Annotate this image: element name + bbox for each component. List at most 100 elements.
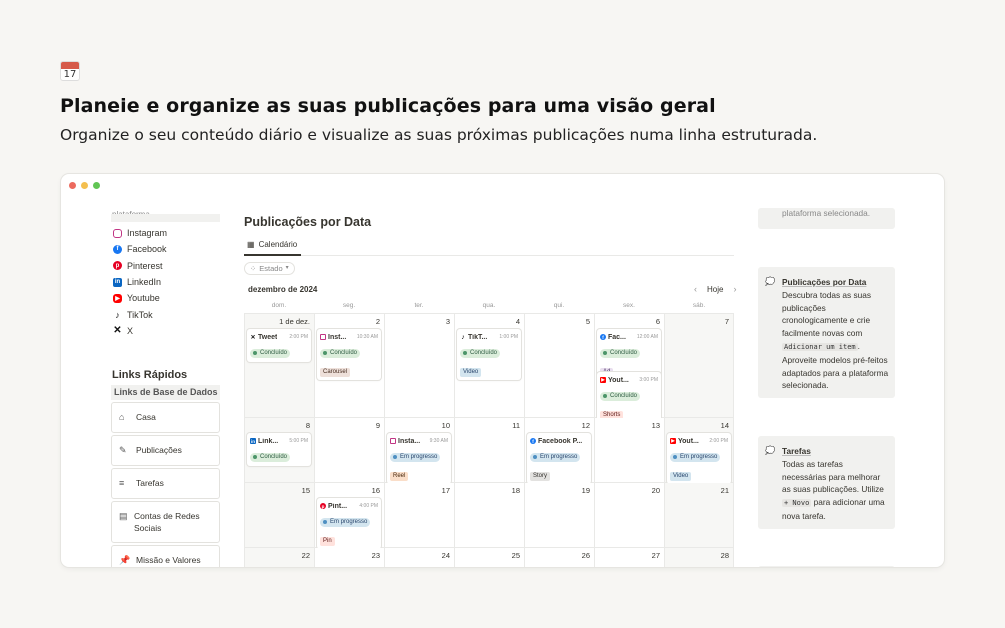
- calendar-day[interactable]: 16 p Pint... 4:00 PM Em progresso Pin: [314, 483, 384, 549]
- calendar-day[interactable]: 22: [244, 548, 314, 567]
- calendar-day[interactable]: 9: [314, 418, 384, 482]
- platform-link-pinterest[interactable]: p Pinterest: [113, 258, 167, 274]
- window-minimize-dot[interactable]: [81, 182, 88, 189]
- event-time: 2:00 PM: [289, 334, 308, 340]
- quick-link-casa[interactable]: ⌂ Casa: [111, 402, 220, 433]
- day-number: 20: [651, 486, 660, 495]
- tiktok-icon: ♪: [461, 333, 465, 341]
- event-title: Yout...: [608, 376, 629, 384]
- post-type-tag: Story: [530, 472, 551, 481]
- calendar-day[interactable]: 27: [594, 548, 664, 567]
- window-close-dot[interactable]: [69, 182, 76, 189]
- day-number: 1 de dez.: [279, 317, 310, 326]
- calendar-day[interactable]: 4 ♪ TikT... 1:00 PM Concluído Video: [454, 314, 524, 417]
- callout-text: para adicionar uma nova tarefa.: [782, 497, 885, 521]
- callout-title[interactable]: Tarefas: [782, 446, 811, 456]
- event-time: 9:30 AM: [429, 438, 448, 444]
- weekday-header: dom. seg. ter. qua. qui. sex. sáb.: [244, 300, 734, 314]
- inline-code: + Novo: [782, 499, 812, 508]
- calendar-day[interactable]: 14 ▶ Yout... 2:00 PM Em progresso Video: [664, 418, 734, 484]
- platform-link-tiktok[interactable]: ♪ TikTok: [113, 306, 167, 322]
- x-icon: ✕: [113, 325, 122, 337]
- event-card[interactable]: in Link... 5:00 PM Concluído: [247, 433, 311, 466]
- calendar-day[interactable]: 1 de dez. ✕ Tweet 2:00 PM Concluído: [244, 314, 314, 417]
- callout-text: Todas as tarefas necessárias para melhor…: [782, 458, 884, 495]
- calendar-day[interactable]: 11: [454, 418, 524, 482]
- event-card[interactable]: ▶ Yout... 3:00 PM Concluído Shorts: [597, 372, 661, 423]
- day-number: 10: [441, 421, 450, 430]
- quick-link-label: Publicações: [136, 445, 182, 455]
- calendar-day[interactable]: 20: [594, 483, 664, 547]
- calendar-day[interactable]: 13: [594, 418, 664, 482]
- quick-link-publicacoes[interactable]: ✎ Publicações: [111, 435, 220, 466]
- calendar-day[interactable]: 8 in Link... 5:00 PM Concluído: [244, 418, 314, 482]
- calendar-day[interactable]: 24: [384, 548, 454, 567]
- event-title: Yout...: [678, 437, 699, 445]
- platform-link-instagram[interactable]: Instagram: [113, 225, 167, 241]
- calendar-day[interactable]: 21: [664, 483, 734, 547]
- event-card[interactable]: f Facebook P... Em progresso Story: [527, 433, 591, 484]
- chevron-left-icon[interactable]: ‹: [694, 284, 697, 294]
- page-subheadline: Organize o seu conteúdo diário e visuali…: [60, 126, 818, 144]
- calendar-day[interactable]: 19: [524, 483, 594, 547]
- book-icon: ▤: [119, 511, 128, 521]
- day-number: 4: [515, 317, 520, 326]
- platform-label: Youtube: [127, 293, 160, 304]
- post-type-tag: Video: [670, 472, 692, 481]
- calendar-day[interactable]: 17: [384, 483, 454, 547]
- calendar-title: Publicações por Data: [244, 215, 372, 229]
- calendar-day[interactable]: 25: [454, 548, 524, 567]
- chevron-right-icon[interactable]: ›: [733, 284, 737, 294]
- tab-label: Calendário: [258, 240, 298, 249]
- quick-link-contas[interactable]: ▤ Contas de Redes Sociais: [111, 501, 220, 543]
- today-button[interactable]: Hoje: [707, 284, 724, 294]
- inline-code: Adicionar um item: [782, 342, 858, 351]
- event-card[interactable]: ✕ Tweet 2:00 PM Concluído: [247, 329, 311, 362]
- event-card[interactable]: Insta... 9:30 AM Em progresso Reel: [387, 433, 451, 484]
- quick-link-missao[interactable]: 📌 Missão e Valores: [111, 545, 220, 567]
- quick-link-tarefas[interactable]: ≡ Tarefas: [111, 468, 220, 499]
- day-number: 18: [511, 486, 520, 495]
- weekday-label: seg.: [342, 302, 356, 309]
- calendar-day[interactable]: 3: [384, 314, 454, 417]
- platform-link-linkedin[interactable]: in LinkedIn: [113, 274, 167, 290]
- tab-calendar[interactable]: ▦ Calendário: [247, 240, 297, 249]
- pinterest-icon: p: [320, 503, 326, 509]
- platform-link-facebook[interactable]: f Facebook: [113, 241, 167, 257]
- calendar-day[interactable]: 18: [454, 483, 524, 547]
- status-badge: Concluído: [250, 348, 291, 358]
- platform-link-x[interactable]: ✕ X: [113, 323, 167, 339]
- platform-label: TikTok: [127, 309, 153, 320]
- calendar-day[interactable]: 12 f Facebook P... Em progresso Story: [524, 418, 594, 484]
- callout-bottom-cut: [758, 566, 895, 567]
- cut-off-bar: [111, 214, 220, 222]
- callout-top-cut: [758, 208, 895, 229]
- calendar-day[interactable]: 10 Insta... 9:30 AM Em progresso Reel: [384, 418, 454, 484]
- event-card[interactable]: p Pint... 4:00 PM Em progresso Pin: [317, 498, 381, 549]
- platform-label: Instagram: [127, 228, 168, 239]
- calendar-day[interactable]: 5: [524, 314, 594, 417]
- calendar-day[interactable]: 7: [664, 314, 734, 417]
- event-card[interactable]: ▶ Yout... 2:00 PM Em progresso Video: [667, 433, 731, 484]
- weekday-label: qui.: [553, 302, 565, 309]
- window-maximize-dot[interactable]: [93, 182, 100, 189]
- event-card[interactable]: Inst... 10:30 AM Concluído Carousel: [317, 329, 381, 380]
- weekday-label: ter.: [414, 302, 424, 309]
- facebook-icon: f: [530, 438, 536, 444]
- event-title: Insta...: [398, 437, 421, 445]
- event-time: 10:30 AM: [356, 334, 378, 340]
- calendar-day[interactable]: 15: [244, 483, 314, 547]
- status-badge: Concluído: [600, 391, 641, 401]
- cut-off-text: plataforma: [112, 210, 150, 215]
- platform-link-youtube[interactable]: ▶ Youtube: [113, 290, 167, 306]
- status-filter[interactable]: ⁘ Estado ▾: [244, 262, 295, 275]
- calendar-day[interactable]: 26: [524, 548, 594, 567]
- callout-title[interactable]: Publicações por Data: [782, 277, 867, 287]
- calendar-day[interactable]: 2 Inst... 10:30 AM Concluído Carousel: [314, 314, 384, 417]
- calendar-day[interactable]: 23: [314, 548, 384, 567]
- day-number: 25: [511, 551, 520, 560]
- event-card[interactable]: ♪ TikT... 1:00 PM Concluído Video: [457, 329, 521, 380]
- calendar-day[interactable]: 28: [664, 548, 734, 567]
